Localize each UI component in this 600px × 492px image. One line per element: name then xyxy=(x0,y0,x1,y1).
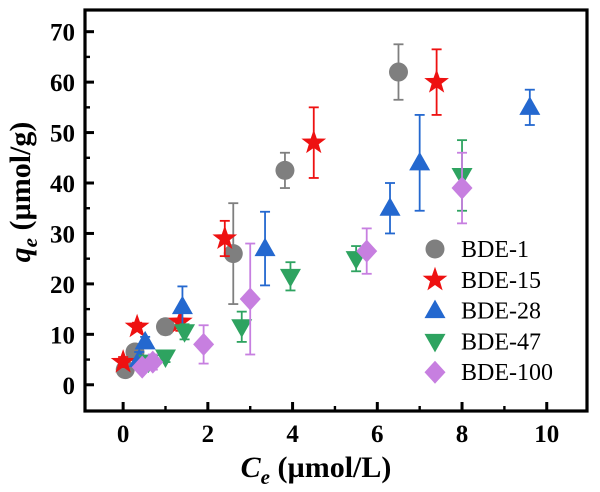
legend-label: BDE-47 xyxy=(461,329,541,355)
data-point-BDE-1 xyxy=(155,317,175,337)
axis-ticks: 0 2 4 6 8 10 0 10 20 30 40 50 60 70 xyxy=(50,20,559,448)
data-point-BDE-1 xyxy=(388,62,408,82)
y-tick-label: 30 xyxy=(50,221,75,248)
y-tick-label: 40 xyxy=(50,171,75,198)
data-point-BDE-1 xyxy=(275,160,295,180)
legend-label: BDE-28 xyxy=(461,299,541,325)
data-point-BDE-47 xyxy=(231,319,253,338)
data-point-BDE-100 xyxy=(142,350,164,374)
legend-label: BDE-1 xyxy=(461,237,529,263)
data-point-BDE-100 xyxy=(356,239,378,263)
x-tick-label: 6 xyxy=(371,421,384,448)
legend-item-BDE-1: BDE-1 xyxy=(425,237,529,263)
data-point-BDE-100 xyxy=(239,287,261,311)
data-point-BDE-100 xyxy=(451,176,473,200)
data-point-BDE-28 xyxy=(519,96,541,115)
x-tick-label: 10 xyxy=(534,421,559,448)
data-point-BDE-15 xyxy=(167,308,193,333)
data-point-BDE-15 xyxy=(110,349,136,373)
data-point-BDE-28 xyxy=(409,151,431,171)
y-axis-title: qe (µmol/g) xyxy=(4,122,42,263)
data-point-BDE-47 xyxy=(279,268,301,288)
legend-marker-star-icon xyxy=(422,266,448,291)
x-tick-label: 4 xyxy=(286,421,299,448)
legend-item-BDE-28: BDE-28 xyxy=(424,299,541,325)
series-BDE-1 xyxy=(115,43,408,380)
y-tick-label: 0 xyxy=(63,373,76,400)
data-point-BDE-28 xyxy=(379,197,401,216)
legend-marker-diamond-icon xyxy=(424,360,446,384)
x-axis-title: Ce (µmol/L) xyxy=(241,451,392,489)
data-point-BDE-15 xyxy=(124,313,150,338)
data-point-BDE-1 xyxy=(223,244,243,264)
y-tick-label: 20 xyxy=(50,272,75,299)
x-tick-label: 8 xyxy=(456,421,469,448)
legend-marker-circle-icon xyxy=(425,239,445,259)
series-BDE-28 xyxy=(128,88,541,369)
legend-marker-triangle-down-icon xyxy=(424,333,446,353)
data-point-BDE-100 xyxy=(193,332,215,356)
series-BDE-15 xyxy=(110,48,449,373)
legend: BDE-1 BDE-15 BDE-28 BDE-47 BDE-100 xyxy=(422,237,553,386)
x-tick-label: 0 xyxy=(117,421,130,448)
y-tick-label: 50 xyxy=(50,121,75,148)
data-point-BDE-15 xyxy=(301,129,327,154)
legend-item-BDE-100: BDE-100 xyxy=(424,360,553,386)
data-point-BDE-28 xyxy=(254,237,276,257)
data-point-BDE-28 xyxy=(171,295,193,315)
legend-label: BDE-15 xyxy=(461,268,541,294)
plot-frame xyxy=(83,8,589,413)
x-tick-label: 2 xyxy=(202,421,215,448)
y-tick-label: 10 xyxy=(50,322,75,349)
data-point-BDE-47 xyxy=(174,324,196,343)
y-tick-label: 60 xyxy=(50,70,75,97)
series-BDE-47 xyxy=(138,139,473,374)
y-tick-label: 70 xyxy=(50,20,75,47)
legend-item-BDE-47: BDE-47 xyxy=(424,329,541,355)
data-point-BDE-47 xyxy=(154,349,176,369)
legend-marker-triangle-up-icon xyxy=(424,299,446,319)
series-BDE-100 xyxy=(131,151,473,379)
data-point-BDE-28 xyxy=(134,330,156,350)
legend-item-BDE-15: BDE-15 xyxy=(422,266,541,294)
legend-label: BDE-100 xyxy=(461,360,553,386)
data-point-BDE-15 xyxy=(212,225,238,250)
data-point-BDE-15 xyxy=(424,69,449,93)
